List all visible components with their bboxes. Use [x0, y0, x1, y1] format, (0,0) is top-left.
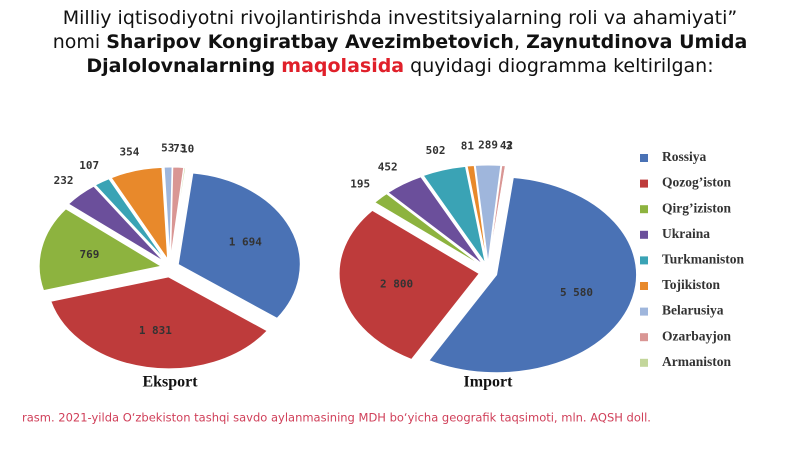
value-label: 3	[506, 139, 513, 152]
pie-slice	[50, 276, 269, 370]
value-label: 1 694	[229, 235, 262, 248]
value-label: 354	[120, 146, 140, 159]
pie-slice	[163, 166, 173, 260]
value-label: 1 831	[139, 324, 172, 337]
legend-label: Tojikiston	[662, 277, 721, 292]
heading-part: Zaynutdinova Umida Djalolovnalarning	[86, 31, 748, 77]
legend-swatch	[640, 358, 648, 367]
value-label: 195	[350, 177, 370, 190]
legend-swatch	[640, 179, 648, 188]
value-label: 5 580	[560, 286, 593, 299]
pie-slice	[338, 209, 480, 361]
pie-slice	[94, 178, 166, 261]
legend-label: Ozarbayjon	[662, 328, 731, 343]
value-label: 73	[173, 142, 186, 155]
legend-swatch	[640, 154, 648, 162]
value-label: 2 800	[380, 277, 413, 290]
pie-slice	[170, 167, 187, 260]
legend-swatch	[640, 307, 648, 316]
legend-swatch	[640, 333, 648, 342]
value-label: 289	[478, 138, 498, 151]
legend-label: Qirg’iziston	[662, 200, 731, 215]
value-label: 502	[426, 144, 446, 157]
heading-part: maqolasida	[281, 55, 405, 77]
pie-slice	[67, 185, 165, 262]
heading-part: Sharipov Kongiratbay Avezimbetovich	[106, 31, 514, 53]
pie-slice	[428, 176, 638, 374]
legend-label: Armaniston	[662, 354, 731, 369]
heading-part: quyidagi diogramma keltirilgan:	[404, 55, 714, 77]
legend-label: Ukraina	[662, 226, 710, 241]
pie-slice	[466, 164, 488, 264]
legend-label: Rossiya	[662, 149, 707, 164]
value-label: 42	[500, 139, 513, 152]
legend-swatch	[640, 282, 648, 290]
value-label: 452	[378, 161, 398, 174]
pie-slice	[387, 176, 484, 265]
value-label: 232	[54, 174, 74, 187]
value-label: 53	[161, 142, 174, 155]
heading-part: Milliy iqtisodiyotni rivojlantirishda in…	[52, 7, 738, 53]
legend-label: Qozog’iston	[662, 175, 731, 190]
legend-swatch	[640, 205, 648, 214]
value-label: 81	[461, 139, 475, 152]
pie-slice	[373, 193, 482, 267]
value-label: 10	[181, 142, 194, 155]
chart-title: Eksport	[142, 374, 198, 391]
legend-label: Belarusiya	[662, 303, 724, 318]
value-label: 769	[80, 248, 100, 261]
pie-slice	[422, 165, 486, 264]
legend-swatch	[640, 230, 648, 239]
legend-swatch	[640, 256, 648, 265]
pie-slice	[110, 166, 169, 262]
legend-label: Turkmaniston	[662, 251, 745, 266]
heading-part: ,	[513, 31, 527, 53]
pie-slice	[177, 172, 301, 319]
caption: rasm. 2021-yilda O‘zbekiston tashqi savd…	[22, 411, 651, 425]
pie-slice	[488, 165, 507, 264]
chart-title: Import	[464, 374, 514, 391]
pie-slice	[38, 208, 163, 292]
pie-slice	[474, 164, 502, 264]
value-label: 107	[79, 159, 99, 172]
heading: Milliy iqtisodiyotni rivojlantirishda in…	[40, 6, 760, 78]
